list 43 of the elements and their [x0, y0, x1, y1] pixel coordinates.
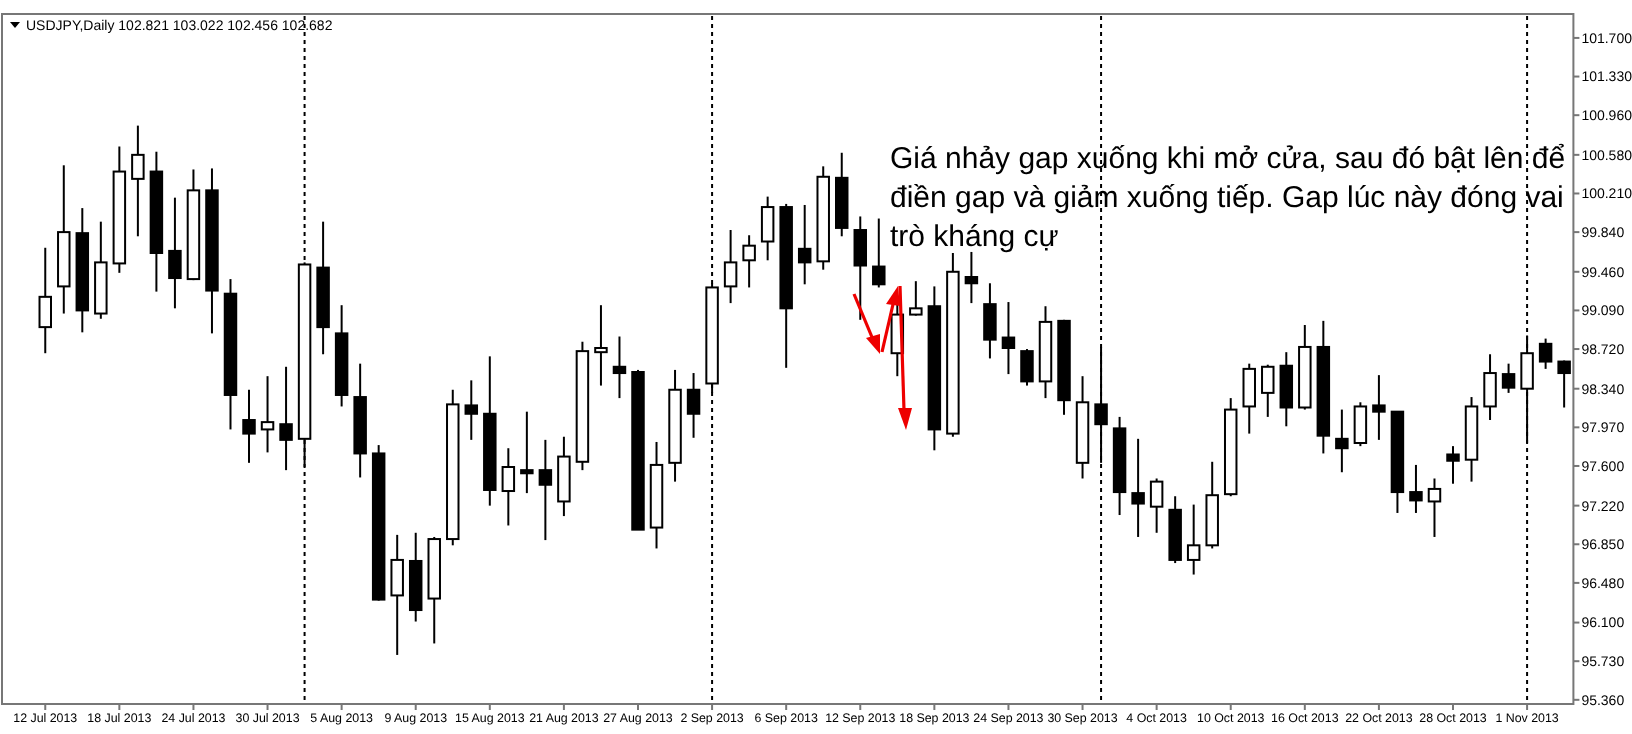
candlestick: [1353, 401, 1368, 448]
candlestick: [1261, 363, 1275, 418]
candlestick: [1186, 503, 1201, 576]
candlestick: [742, 234, 756, 289]
candlestick: [983, 282, 997, 360]
annotation: Giá nhảy gap xuống khi mở cửa, sau đó bật lên để điền gap và giảm xuống tiếp. Gap lúc này đóng vai trò kháng cự: [890, 142, 1566, 254]
candlestick: [1409, 463, 1423, 514]
candlestick: [723, 229, 738, 305]
candlestick: [853, 215, 868, 321]
candlestick: [612, 335, 627, 400]
candlestick: [594, 304, 608, 387]
candlestick: [1372, 374, 1386, 441]
candlestick: [1020, 348, 1034, 387]
candlestick: [1242, 362, 1256, 435]
candlestick: [686, 372, 701, 439]
candlestick: [1279, 351, 1294, 428]
candlestick: [760, 195, 775, 262]
candlestick: [520, 410, 534, 495]
candlestick: [1149, 477, 1164, 534]
candlestick: [168, 196, 182, 310]
candlestick: [1483, 353, 1497, 422]
candlestick: [1501, 362, 1516, 394]
candlestick: [964, 250, 979, 305]
candlestick: [390, 533, 404, 656]
candlestick: [1427, 477, 1442, 538]
candlestick: [909, 280, 923, 317]
candlestick: [279, 365, 293, 472]
candlestick: [1001, 301, 1016, 376]
candlestick: [872, 217, 886, 289]
candlestick: [1538, 337, 1553, 370]
candlestick: [38, 246, 52, 355]
candlestick: [1335, 408, 1349, 474]
candlestick: [242, 388, 256, 464]
candlestick: [557, 435, 571, 518]
candlestick: [501, 447, 516, 527]
candlestick: [260, 375, 275, 454]
candlestick: [464, 379, 479, 441]
candlestick: [131, 124, 145, 238]
candlestick: [1557, 359, 1571, 409]
candlestick: [1446, 445, 1460, 485]
candlestick: [797, 203, 812, 286]
candlestick: [1131, 437, 1145, 538]
candlestick: [538, 438, 553, 542]
